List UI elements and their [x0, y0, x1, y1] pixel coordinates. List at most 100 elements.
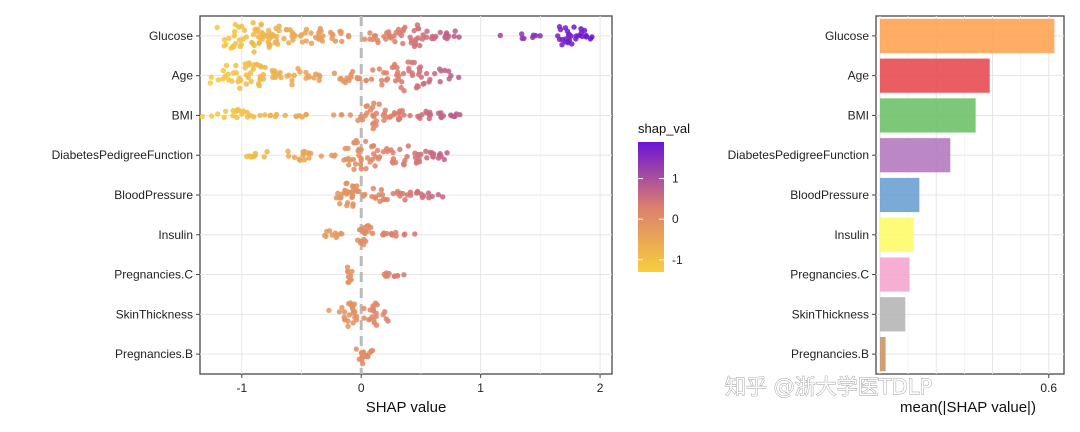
shap-point — [400, 70, 407, 77]
shap-point — [376, 154, 383, 160]
shap-point — [559, 36, 566, 43]
shap-point — [248, 78, 254, 85]
shap-point — [384, 196, 390, 203]
shap-point — [398, 84, 404, 91]
shap-point — [336, 309, 343, 315]
shap-point — [272, 113, 278, 120]
bar-diabetespedigreefunction — [880, 138, 951, 173]
bar-x-axis-title: mean(|SHAP value|) — [900, 399, 1036, 416]
bar-feature-labels: Glucose Age BMI DiabetesPedigreeFunction Blo… — [728, 29, 876, 361]
shap-point — [361, 315, 367, 321]
shap-point — [333, 195, 340, 201]
shap-point — [230, 70, 237, 76]
legend-tick-label: -1 — [672, 253, 683, 267]
shap-point — [230, 113, 236, 119]
shap-point — [355, 237, 361, 243]
shap-point — [316, 77, 322, 84]
shap-point — [423, 148, 429, 154]
shap-point — [424, 155, 430, 161]
shap-point — [244, 153, 250, 160]
shap-point — [424, 28, 430, 34]
shap-point — [420, 32, 426, 38]
shap-point — [351, 166, 357, 172]
shap-point — [256, 83, 262, 89]
feature-label-pregnancies-c: Pregnancies.C — [114, 268, 193, 282]
shap-point — [355, 76, 361, 82]
shap-point — [355, 117, 361, 124]
bar-skinthickness — [880, 297, 906, 332]
shap-point — [380, 112, 386, 119]
shap-point — [232, 28, 238, 35]
beeswarm-panel: Glucose Age BMI DiabetesPedigreeFunction Blo… — [52, 15, 613, 416]
shap-point — [435, 192, 441, 198]
shap-point — [579, 33, 585, 40]
shap-point — [370, 143, 377, 149]
shap-point — [320, 33, 326, 39]
shap-point — [329, 35, 335, 42]
shap-point — [418, 191, 424, 197]
shap-point — [385, 318, 391, 324]
shap-point — [339, 38, 345, 45]
bar-bmi — [880, 98, 976, 133]
shap-point — [251, 49, 257, 55]
shap-point — [378, 187, 385, 193]
shap-point — [390, 149, 396, 156]
shap-point — [427, 149, 433, 156]
shap-point — [274, 33, 280, 40]
shap-point — [423, 70, 430, 77]
shap-point — [317, 73, 323, 79]
shap-point — [284, 73, 290, 79]
shap-point — [562, 25, 569, 31]
shap-point — [350, 320, 356, 326]
shap-point — [374, 147, 381, 154]
beeswarm-row-skinthickness — [326, 300, 391, 329]
shap-point — [242, 65, 248, 71]
shap-point — [407, 189, 414, 195]
shap-point — [335, 190, 341, 196]
shap-point — [409, 59, 415, 66]
shap-point — [272, 71, 278, 77]
shap-point — [338, 112, 344, 118]
shap-point — [337, 76, 343, 82]
shap-point — [262, 112, 268, 118]
shap-point — [393, 229, 399, 236]
bar-label-skinthickness: SkinThickness — [792, 307, 869, 321]
shap-point — [420, 81, 426, 87]
shap-point — [223, 62, 230, 69]
shap-point — [360, 193, 367, 199]
shap-point — [231, 44, 237, 50]
shap-point — [297, 69, 303, 75]
shap-point — [350, 203, 356, 209]
shap-point — [394, 188, 401, 195]
shap-point — [400, 40, 406, 47]
shap-point — [303, 38, 309, 44]
shap-point — [215, 77, 222, 83]
shap-point — [393, 159, 399, 166]
legend-color-bar — [638, 142, 664, 272]
bar-label-glucose: Glucose — [825, 29, 869, 43]
shap-point — [208, 113, 215, 119]
shap-point — [220, 67, 226, 74]
shap-point — [407, 112, 413, 119]
shap-point — [372, 163, 378, 169]
shap-point — [425, 190, 432, 196]
shap-point — [569, 41, 575, 47]
shap-point — [250, 31, 257, 38]
shap-point — [376, 101, 382, 107]
bar-label-bloodpressure: BloodPressure — [790, 188, 869, 202]
shap-point — [356, 188, 362, 194]
shap-point — [337, 201, 343, 207]
shap-point — [370, 121, 376, 127]
shap-point — [446, 33, 452, 39]
shap-point — [440, 194, 446, 200]
shap-point — [251, 62, 257, 68]
shap-point — [349, 305, 356, 312]
shap-point — [346, 312, 352, 318]
beeswarm-row-bmi — [199, 100, 463, 132]
shap-point — [380, 232, 386, 238]
shap-point — [246, 62, 252, 68]
shap-point — [444, 150, 450, 156]
beeswarm-row-age — [207, 59, 462, 94]
shap-point — [240, 36, 246, 42]
shap-point — [390, 190, 396, 197]
